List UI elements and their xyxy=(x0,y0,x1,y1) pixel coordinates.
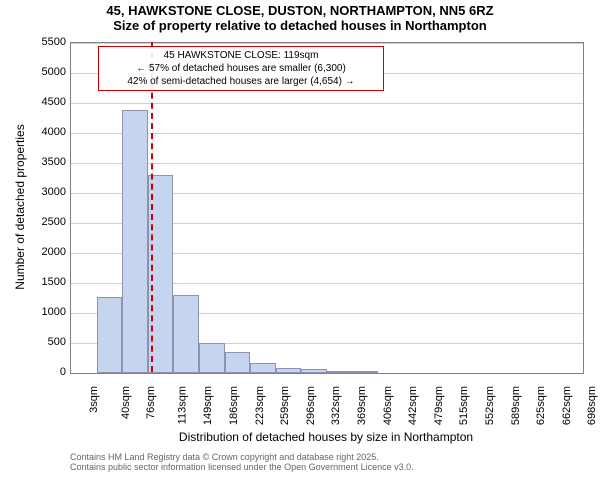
annotation-line-1: 45 HAWKSTONE CLOSE: 119sqm xyxy=(105,49,377,62)
y-tick-label: 0 xyxy=(0,366,66,378)
x-tick-label: 369sqm xyxy=(356,386,368,425)
gridline xyxy=(71,133,583,134)
x-tick-label: 149sqm xyxy=(203,386,215,425)
annotation-line-2: ← 57% of detached houses are smaller (6,… xyxy=(105,62,377,75)
histogram-bar xyxy=(301,369,327,373)
y-tick-label: 5500 xyxy=(0,36,66,48)
histogram-bar xyxy=(225,352,251,373)
histogram-bar xyxy=(173,295,199,373)
histogram-bar xyxy=(276,368,302,373)
annotation-box: 45 HAWKSTONE CLOSE: 119sqm ← 57% of deta… xyxy=(98,46,384,91)
x-tick-label: 552sqm xyxy=(484,386,496,425)
y-tick-label: 3500 xyxy=(0,156,66,168)
x-tick-label: 589sqm xyxy=(510,386,522,425)
x-tick-label: 332sqm xyxy=(331,386,343,425)
y-tick-label: 500 xyxy=(0,336,66,348)
x-tick-label: 3sqm xyxy=(88,386,100,413)
x-tick-label: 296sqm xyxy=(305,386,317,425)
footer-line-2: Contains public sector information licen… xyxy=(70,462,414,472)
footer-line-1: Contains HM Land Registry data © Crown c… xyxy=(70,452,414,462)
x-tick-label: 515sqm xyxy=(459,386,471,425)
histogram-bar xyxy=(97,297,123,373)
x-tick-label: 223sqm xyxy=(254,386,266,425)
histogram-bar xyxy=(122,110,148,373)
x-tick-label: 406sqm xyxy=(382,386,394,425)
chart-title: 45, HAWKSTONE CLOSE, DUSTON, NORTHAMPTON… xyxy=(0,0,600,34)
x-tick-label: 479sqm xyxy=(433,386,445,425)
gridline xyxy=(71,103,583,104)
x-tick-label: 259sqm xyxy=(279,386,291,425)
x-tick-label: 625sqm xyxy=(535,386,547,425)
histogram-bar xyxy=(250,363,276,373)
x-tick-label: 186sqm xyxy=(228,386,240,425)
chart-container: 45, HAWKSTONE CLOSE, DUSTON, NORTHAMPTON… xyxy=(0,0,600,500)
y-tick-label: 2500 xyxy=(0,216,66,228)
histogram-bar xyxy=(199,343,225,373)
footer-attribution: Contains HM Land Registry data © Crown c… xyxy=(70,452,414,473)
property-marker-line xyxy=(151,42,153,372)
y-tick-label: 3000 xyxy=(0,186,66,198)
y-axis-label: Number of detached properties xyxy=(13,124,27,289)
x-tick-label: 698sqm xyxy=(587,386,599,425)
annotation-line-3: 42% of semi-detached houses are larger (… xyxy=(105,75,377,88)
x-tick-label: 113sqm xyxy=(176,386,188,424)
x-tick-label: 76sqm xyxy=(145,386,157,419)
histogram-bar xyxy=(353,371,379,373)
title-line-2: Size of property relative to detached ho… xyxy=(0,19,600,34)
gridline xyxy=(71,163,583,164)
y-tick-label: 2000 xyxy=(0,246,66,258)
y-tick-label: 1000 xyxy=(0,306,66,318)
y-tick-label: 4500 xyxy=(0,96,66,108)
y-tick-label: 1500 xyxy=(0,276,66,288)
x-tick-label: 40sqm xyxy=(120,386,132,419)
x-axis-label: Distribution of detached houses by size … xyxy=(70,430,582,444)
plot-area xyxy=(70,42,584,374)
y-tick-label: 5000 xyxy=(0,66,66,78)
gridline xyxy=(71,43,583,44)
x-tick-label: 662sqm xyxy=(561,386,573,425)
y-tick-label: 4000 xyxy=(0,126,66,138)
title-line-1: 45, HAWKSTONE CLOSE, DUSTON, NORTHAMPTON… xyxy=(0,4,600,19)
histogram-bar xyxy=(327,371,353,373)
x-tick-label: 442sqm xyxy=(407,386,419,425)
